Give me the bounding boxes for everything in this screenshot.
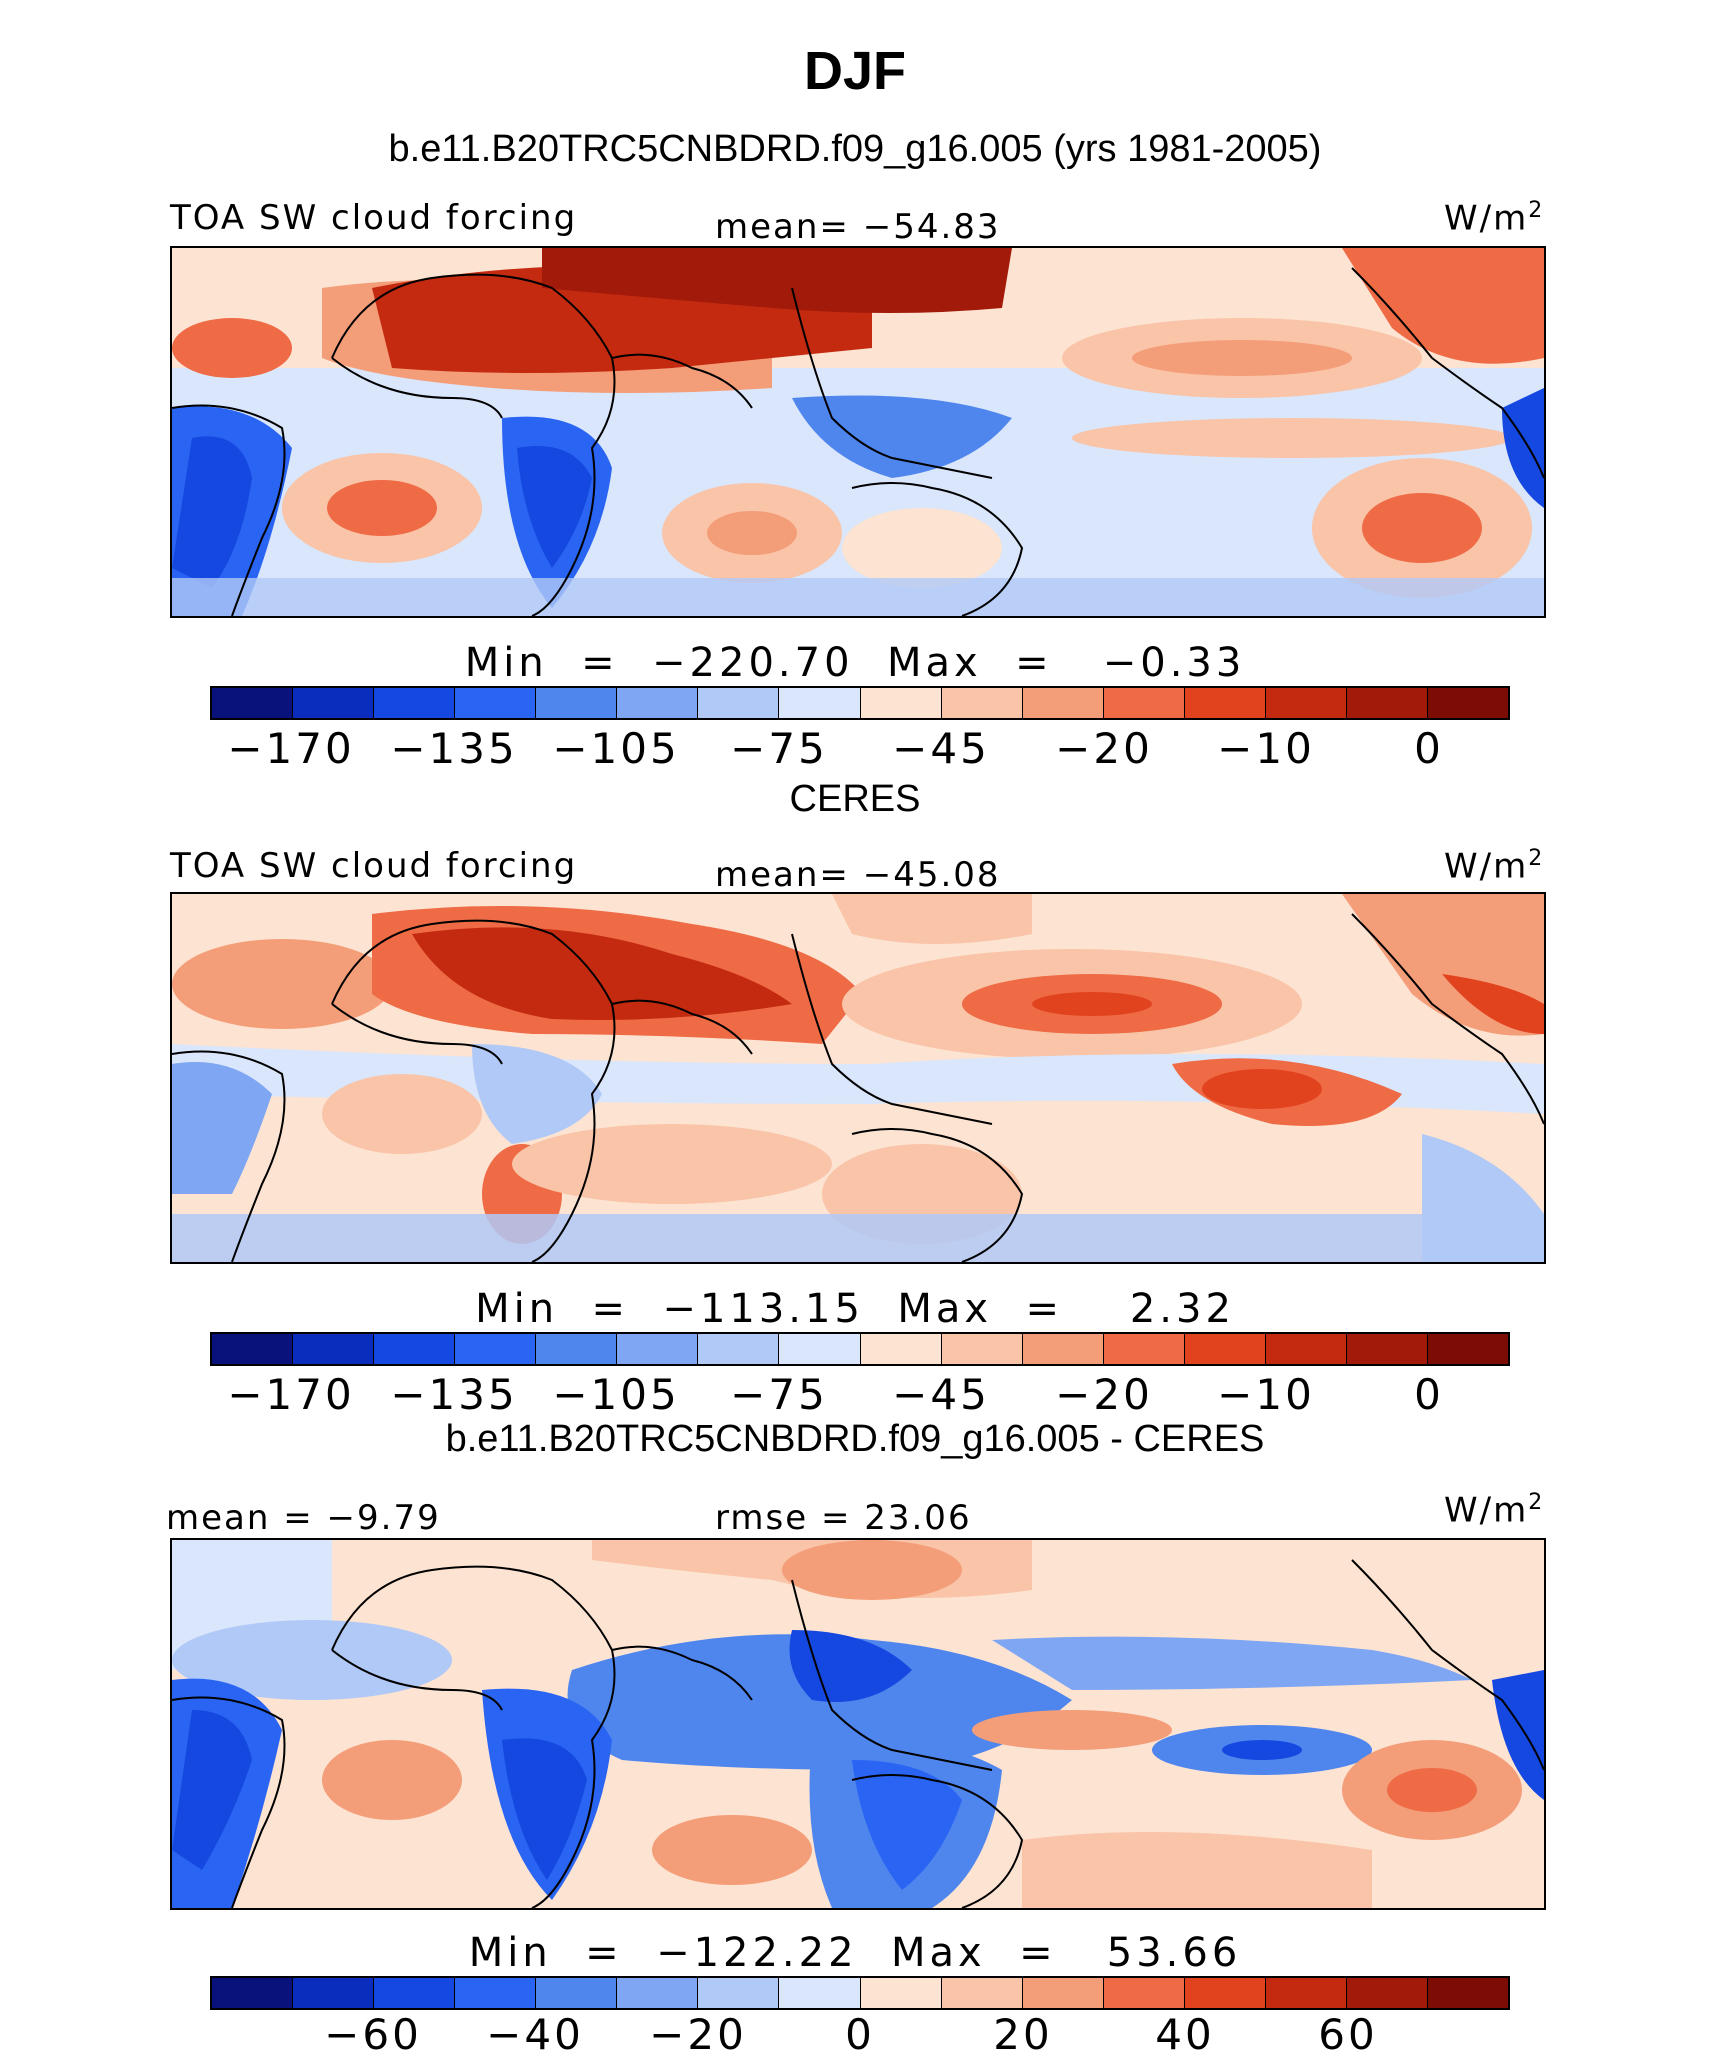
colorbar-box (455, 688, 537, 718)
colorbar-tick: −170 (227, 1370, 355, 1419)
colorbar-box (455, 1334, 537, 1364)
colorbar-tick: −20 (1055, 1370, 1153, 1419)
colorbar-box (1184, 1978, 1266, 2008)
colorbar-box (617, 1334, 699, 1364)
panel-3-mean-label: mean = −9.79 (166, 1498, 441, 1538)
colorbar-box (1427, 1334, 1508, 1364)
colorbar-box (1184, 1334, 1266, 1364)
colorbar-box (779, 688, 861, 718)
colorbar-box (860, 688, 942, 718)
colorbar-box (617, 688, 699, 718)
panel-1-left-label: TOA SW cloud forcing (170, 198, 578, 238)
panel-3-heading: b.e11.B20TRC5CNBDRD.f09_g16.005 - CERES (445, 1418, 1265, 1460)
colorbar-box (1346, 1978, 1428, 2008)
colorbar-box (1022, 1978, 1104, 2008)
panel-3-rmse-label: rmse = 23.06 (715, 1498, 972, 1538)
colorbar-box (1265, 1978, 1347, 2008)
colorbar-box (374, 688, 456, 718)
colorbar-box (1265, 688, 1347, 718)
colorbar-box (374, 1334, 456, 1364)
colorbar-tick: 40 (1155, 2010, 1215, 2059)
colorbar-box (1022, 688, 1104, 718)
colorbar-tick: −135 (390, 724, 518, 773)
colorbar-box (212, 688, 294, 718)
colorbar-box (1265, 1334, 1347, 1364)
colorbar-box (536, 688, 618, 718)
colorbar-box (212, 1978, 294, 2008)
panel-2-units: W/m2 (1444, 846, 1545, 887)
colorbar-box (779, 1978, 861, 2008)
colorbar-tick: −105 (552, 724, 680, 773)
colorbar-box (1103, 688, 1185, 718)
panel-3-minmax: Min = −122.22 Max = 53.66 (468, 1930, 1242, 1976)
colorbar-tick: −170 (227, 724, 355, 773)
colorbar-box (293, 1978, 375, 2008)
panel-1-mean-label: mean= −54.83 (715, 207, 1001, 247)
colorbar-tick: −105 (552, 1370, 680, 1419)
colorbar-box (1427, 1978, 1508, 2008)
colorbar-box (1184, 688, 1266, 718)
colorbar-tick: −75 (730, 724, 828, 773)
colorbar-box (1427, 688, 1508, 718)
colorbar-box (1103, 1978, 1185, 2008)
colorbar-box (1022, 1334, 1104, 1364)
colorbar-tick: 20 (993, 2010, 1053, 2059)
colorbar-box (860, 1334, 942, 1364)
panel-2-colorbar-boxes (210, 1332, 1510, 1366)
panel-1-colorbar: −170 −135 −105 −75 −45 −20 −10 0 (210, 686, 1510, 773)
panel-2-mean-label: mean= −45.08 (715, 855, 1001, 895)
colorbar-tick: 0 (845, 2010, 875, 2059)
colorbar-box (779, 1334, 861, 1364)
colorbar-tick: −10 (1217, 1370, 1315, 1419)
colorbar-box (1346, 688, 1428, 718)
panel-2-heading: CERES (789, 778, 921, 820)
colorbar-box (617, 1978, 699, 2008)
panel-3-units: W/m2 (1444, 1490, 1545, 1531)
colorbar-box (374, 1978, 456, 2008)
panel-1-map (170, 246, 1546, 618)
colorbar-box (293, 1334, 375, 1364)
colorbar-tick: 0 (1414, 724, 1444, 773)
colorbar-tick: −20 (649, 2010, 747, 2059)
colorbar-tick: −60 (324, 2010, 422, 2059)
colorbar-box (1103, 1334, 1185, 1364)
figure-title: DJF (803, 41, 906, 101)
colorbar-box (455, 1978, 537, 2008)
colorbar-tick: −10 (1217, 724, 1315, 773)
colorbar-box (536, 1334, 618, 1364)
colorbar-box (698, 1978, 780, 2008)
colorbar-box (293, 688, 375, 718)
panel-3-colorbar-boxes (210, 1976, 1510, 2010)
panel-3-map (170, 1538, 1546, 1910)
colorbar-box (941, 1334, 1023, 1364)
colorbar-box (698, 688, 780, 718)
colorbar-box (698, 1334, 780, 1364)
colorbar-box (212, 1334, 294, 1364)
panel-1-heading: b.e11.B20TRC5CNBDRD.f09_g16.005 (yrs 198… (388, 128, 1322, 170)
panel-2-minmax: Min = −113.15 Max = 2.32 (475, 1286, 1235, 1332)
colorbar-tick: −75 (730, 1370, 828, 1419)
colorbar-tick: 60 (1318, 2010, 1378, 2059)
panel-2-left-label: TOA SW cloud forcing (170, 846, 578, 886)
panel-3-colorbar: −60 −40 −20 0 20 40 60 (210, 1976, 1510, 2060)
panel-1-colorbar-boxes (210, 686, 1510, 720)
colorbar-tick: −45 (892, 724, 990, 773)
colorbar-box (1346, 1334, 1428, 1364)
panel-2-colorbar: −170 −135 −105 −75 −45 −20 −10 0 (210, 1332, 1510, 1419)
panel-1-units: W/m2 (1444, 198, 1545, 239)
colorbar-tick: −20 (1055, 724, 1153, 773)
colorbar-box (941, 688, 1023, 718)
colorbar-tick: −40 (486, 2010, 584, 2059)
colorbar-box (860, 1978, 942, 2008)
panel-2-map (170, 892, 1546, 1264)
colorbar-box (941, 1978, 1023, 2008)
colorbar-tick: −135 (390, 1370, 518, 1419)
panel-1-minmax: Min = −220.70 Max = −0.33 (464, 640, 1246, 686)
colorbar-tick: −45 (892, 1370, 990, 1419)
colorbar-tick: 0 (1414, 1370, 1444, 1419)
colorbar-box (536, 1978, 618, 2008)
